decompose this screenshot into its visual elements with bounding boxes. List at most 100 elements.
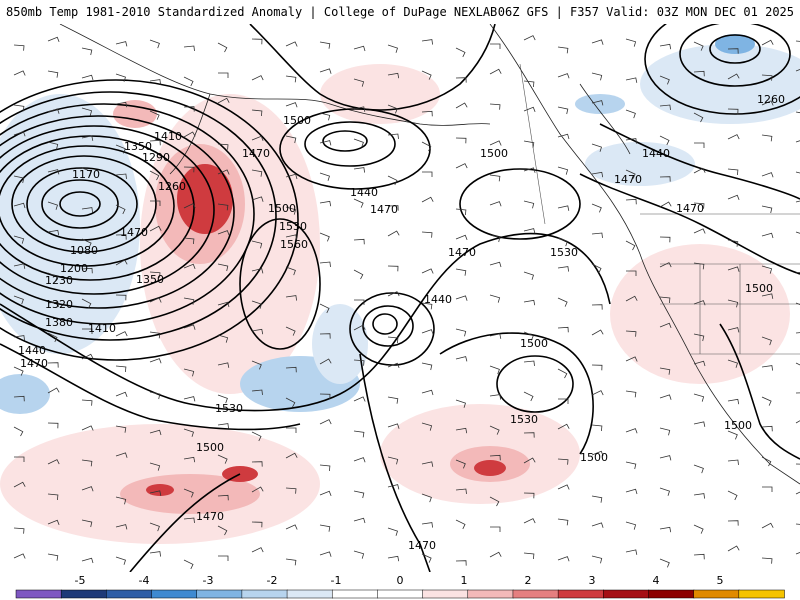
wind-barb (149, 490, 162, 496)
wind-barb (727, 239, 739, 247)
wind-barb (625, 38, 637, 47)
anomaly-warm-core (177, 164, 233, 234)
wind-barb (659, 322, 672, 329)
wind-barb (13, 395, 25, 402)
wind-barb (761, 205, 773, 214)
contour-label: 1410 (88, 322, 116, 335)
wind-barb (693, 167, 706, 174)
wind-barb (251, 360, 262, 370)
wind-barb (795, 420, 800, 424)
wind-barb (659, 236, 671, 243)
state-borders (660, 263, 800, 355)
contour-label: 1500 (480, 147, 508, 160)
contour-1500-band (0, 232, 611, 412)
wind-barb (183, 488, 194, 498)
wind-barb (81, 486, 94, 492)
wind-barb (455, 399, 467, 408)
wind-barb (795, 332, 800, 334)
contour-1500-se (719, 323, 800, 460)
wind-barb (761, 134, 773, 142)
wind-barb (81, 298, 92, 309)
colorbar-tick: -5 (75, 574, 86, 587)
wind-barb (523, 35, 536, 41)
wind-barb (115, 331, 128, 337)
wind-barb (251, 38, 263, 45)
wind-barb (285, 266, 296, 276)
wind-barb (319, 112, 331, 121)
wind-barb (285, 75, 297, 83)
wind-barb (387, 133, 399, 139)
colorbar-swatch (15, 589, 62, 599)
wind-barb (523, 492, 535, 499)
wind-barb (523, 552, 535, 560)
wind-barb (217, 143, 229, 150)
anomaly-cold-band-north (312, 304, 368, 384)
contour-label: 1440 (642, 147, 670, 160)
height-contours (0, 24, 800, 572)
wind-barb (285, 173, 298, 180)
wind-barb (693, 464, 704, 474)
wind-barb (319, 200, 332, 207)
temperature-anomaly-shading (0, 34, 800, 544)
colorbar-tick: -3 (203, 574, 214, 587)
wind-barb (387, 205, 399, 211)
wind-barb (795, 68, 800, 72)
wind-barb (455, 163, 468, 169)
wind-barb (81, 519, 93, 528)
wind-barb (727, 168, 739, 176)
wind-barb (47, 459, 60, 465)
wind-barb (455, 268, 467, 276)
wind-barb (523, 432, 535, 438)
wind-barb (727, 545, 740, 552)
wind-barb (217, 394, 228, 404)
wind-barb (149, 551, 161, 557)
colorbar-swatch (693, 589, 740, 599)
wind-barb (625, 109, 636, 119)
wind-barb (795, 491, 800, 495)
wind-barb (353, 430, 365, 438)
wind-barb (693, 524, 704, 534)
wind-barb (489, 394, 501, 400)
contour-label: 1260 (757, 93, 785, 106)
contour-label: 1440 (18, 344, 46, 357)
wind-barb (455, 234, 468, 241)
wind-barb (523, 271, 535, 280)
wind-barb (319, 358, 332, 365)
wind-barb (319, 464, 331, 472)
contour-label: 1530 (550, 246, 578, 259)
wind-barb (353, 138, 364, 148)
wind-barb (727, 134, 740, 140)
wind-barb (761, 456, 772, 467)
wind-barb (183, 456, 196, 463)
wind-barb (183, 166, 195, 173)
contour-ring-1080 (59, 191, 101, 217)
colorbar-swatch (241, 589, 288, 599)
contour-label: 1470 (242, 147, 270, 160)
colorbar-swatch (648, 589, 695, 599)
wind-barb (489, 103, 501, 110)
wind-barb (285, 397, 296, 408)
contour-1470-band (0, 343, 301, 431)
wind-barb (761, 396, 772, 406)
wind-barb (285, 326, 296, 336)
wind-barb (795, 40, 800, 42)
contour-label: 1080 (70, 244, 98, 257)
alaska-canada-border (519, 63, 546, 225)
wind-barb (421, 461, 434, 467)
wind-barb (353, 45, 366, 52)
wind-barb (727, 359, 739, 368)
wind-barb (591, 171, 604, 178)
contour-label: 1440 (424, 293, 452, 306)
wind-barb (217, 301, 230, 308)
contour-label: 1410 (154, 130, 182, 143)
wind-barb (251, 109, 263, 117)
wind-barb (693, 262, 705, 270)
contour-1500-ne (579, 173, 800, 275)
wind-barb (115, 452, 128, 458)
wind-barb (217, 454, 228, 464)
wind-barb (761, 265, 773, 274)
wind-barb (523, 360, 535, 366)
wind-barb (489, 294, 501, 303)
wind-barb (183, 428, 195, 437)
wind-barb (523, 228, 536, 234)
